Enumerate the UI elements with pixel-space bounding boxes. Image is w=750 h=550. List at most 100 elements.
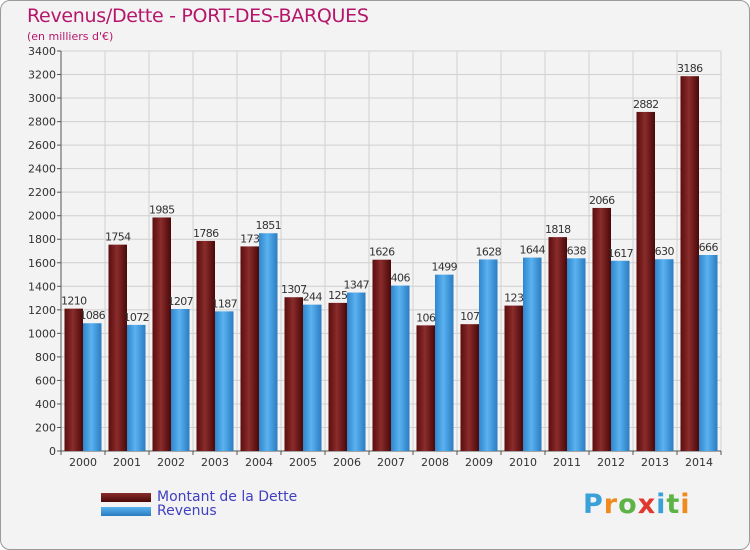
y-tick-label: 200 [35, 421, 56, 434]
x-tick-label: 2014 [685, 456, 713, 469]
bar-revenus [83, 323, 102, 451]
y-tick-label: 1800 [28, 233, 56, 246]
x-tick-label: 2005 [289, 456, 317, 469]
legend-item-debt: Montant de la Dette [101, 489, 297, 505]
y-tick-label: 1400 [28, 280, 56, 293]
x-tick-label: 2003 [201, 456, 229, 469]
legend-swatch-revenue [101, 506, 151, 516]
x-tick-label: 2007 [377, 456, 405, 469]
bar-revenus [479, 259, 498, 451]
y-tick-label: 800 [35, 351, 56, 364]
y-tick-label: 2600 [28, 139, 56, 152]
data-label: 1985 [149, 203, 175, 216]
y-tick-label: 3000 [28, 92, 56, 105]
bar-revenus [347, 292, 366, 451]
data-label: 1851 [255, 219, 281, 232]
data-label: 1626 [369, 246, 395, 259]
bar-revenus [171, 309, 190, 451]
bar-dette [680, 76, 699, 452]
y-tick-label: 3400 [28, 45, 56, 58]
logo-letter: i [656, 489, 667, 520]
data-label: 2066 [589, 194, 615, 207]
bar-revenus [127, 324, 146, 451]
y-tick-label: 1600 [28, 257, 56, 270]
logo-letter: t [666, 489, 681, 520]
bar-revenus [611, 260, 630, 451]
legend-swatch-debt [101, 492, 151, 502]
data-label: 123 [504, 292, 524, 305]
y-tick-label: 600 [35, 374, 56, 387]
y-tick-label: 1200 [28, 304, 56, 317]
bar-dette [284, 297, 303, 451]
x-tick-label: 2001 [113, 456, 141, 469]
legend-label-revenue: Revenus [157, 503, 217, 519]
data-label: 638 [567, 244, 587, 257]
bar-revenus [303, 304, 322, 451]
bar-dette [636, 111, 655, 452]
data-label: 1818 [545, 223, 571, 236]
proxiti-logo: Proxiti [583, 489, 691, 520]
y-tick-label: 2400 [28, 163, 56, 176]
data-label: 125 [328, 289, 348, 302]
x-tick-label: 2010 [509, 456, 537, 469]
data-label: 107 [460, 310, 480, 323]
logo-letter: i [680, 489, 691, 520]
bar-revenus [523, 257, 542, 451]
data-label: 2882 [633, 98, 659, 111]
logo-letter: r [603, 489, 619, 520]
data-label: 1187 [211, 297, 237, 310]
logo-letter: o [618, 489, 638, 520]
data-label: 1207 [167, 295, 193, 308]
bar-dette [196, 240, 215, 451]
bar-dette [548, 237, 567, 451]
x-tick-label: 2004 [245, 456, 273, 469]
bar-revenus [259, 233, 278, 451]
bar-dette [328, 302, 347, 451]
data-label: 630 [655, 245, 675, 258]
data-label: 1644 [519, 244, 545, 257]
x-tick-label: 2006 [333, 456, 361, 469]
data-label: 1499 [431, 261, 457, 274]
data-label: 1617 [607, 247, 633, 260]
data-label: 1347 [343, 279, 369, 292]
bar-dette [416, 325, 435, 451]
bar-revenus [567, 258, 586, 451]
bar-dette [460, 324, 479, 451]
y-tick-label: 400 [35, 398, 56, 411]
bar-dette [592, 207, 611, 451]
data-label: 1307 [281, 283, 307, 296]
bars [64, 76, 718, 452]
data-label: 1072 [123, 311, 149, 324]
data-label: 244 [303, 291, 323, 304]
data-label: 1628 [475, 245, 501, 258]
data-label: 1754 [105, 231, 131, 244]
tick-labels: 0 200 400 600 800 1000 1200 1400 1600 1800 2000 220… [28, 45, 713, 469]
y-tick-label: 2200 [28, 186, 56, 199]
legend-label-debt: Montant de la Dette [157, 489, 298, 505]
bar-dette [504, 305, 523, 451]
y-tick-label: 0 [49, 445, 56, 458]
bar-revenus [215, 311, 234, 451]
x-tick-label: 2009 [465, 456, 493, 469]
logo-letter: P [583, 489, 604, 520]
x-tick-label: 2002 [157, 456, 185, 469]
x-tick-label: 2008 [421, 456, 449, 469]
bar-dette [64, 308, 83, 451]
data-label: 1786 [193, 227, 219, 240]
data-label: 1086 [79, 309, 105, 322]
y-tick-label: 2800 [28, 116, 56, 129]
data-label: 1210 [61, 295, 87, 308]
legend-item-revenue: Revenus [101, 503, 217, 519]
x-tick-label: 2012 [597, 456, 625, 469]
data-label: 173 [240, 232, 260, 245]
bar-revenus [435, 274, 454, 451]
bar-dette [108, 244, 127, 451]
x-tick-label: 2011 [553, 456, 581, 469]
bar-dette [152, 217, 171, 451]
data-label: 3186 [677, 62, 703, 75]
chart-title: Revenus/Dette - PORT-DES-BARQUES [27, 5, 369, 27]
bar-dette [372, 259, 391, 451]
